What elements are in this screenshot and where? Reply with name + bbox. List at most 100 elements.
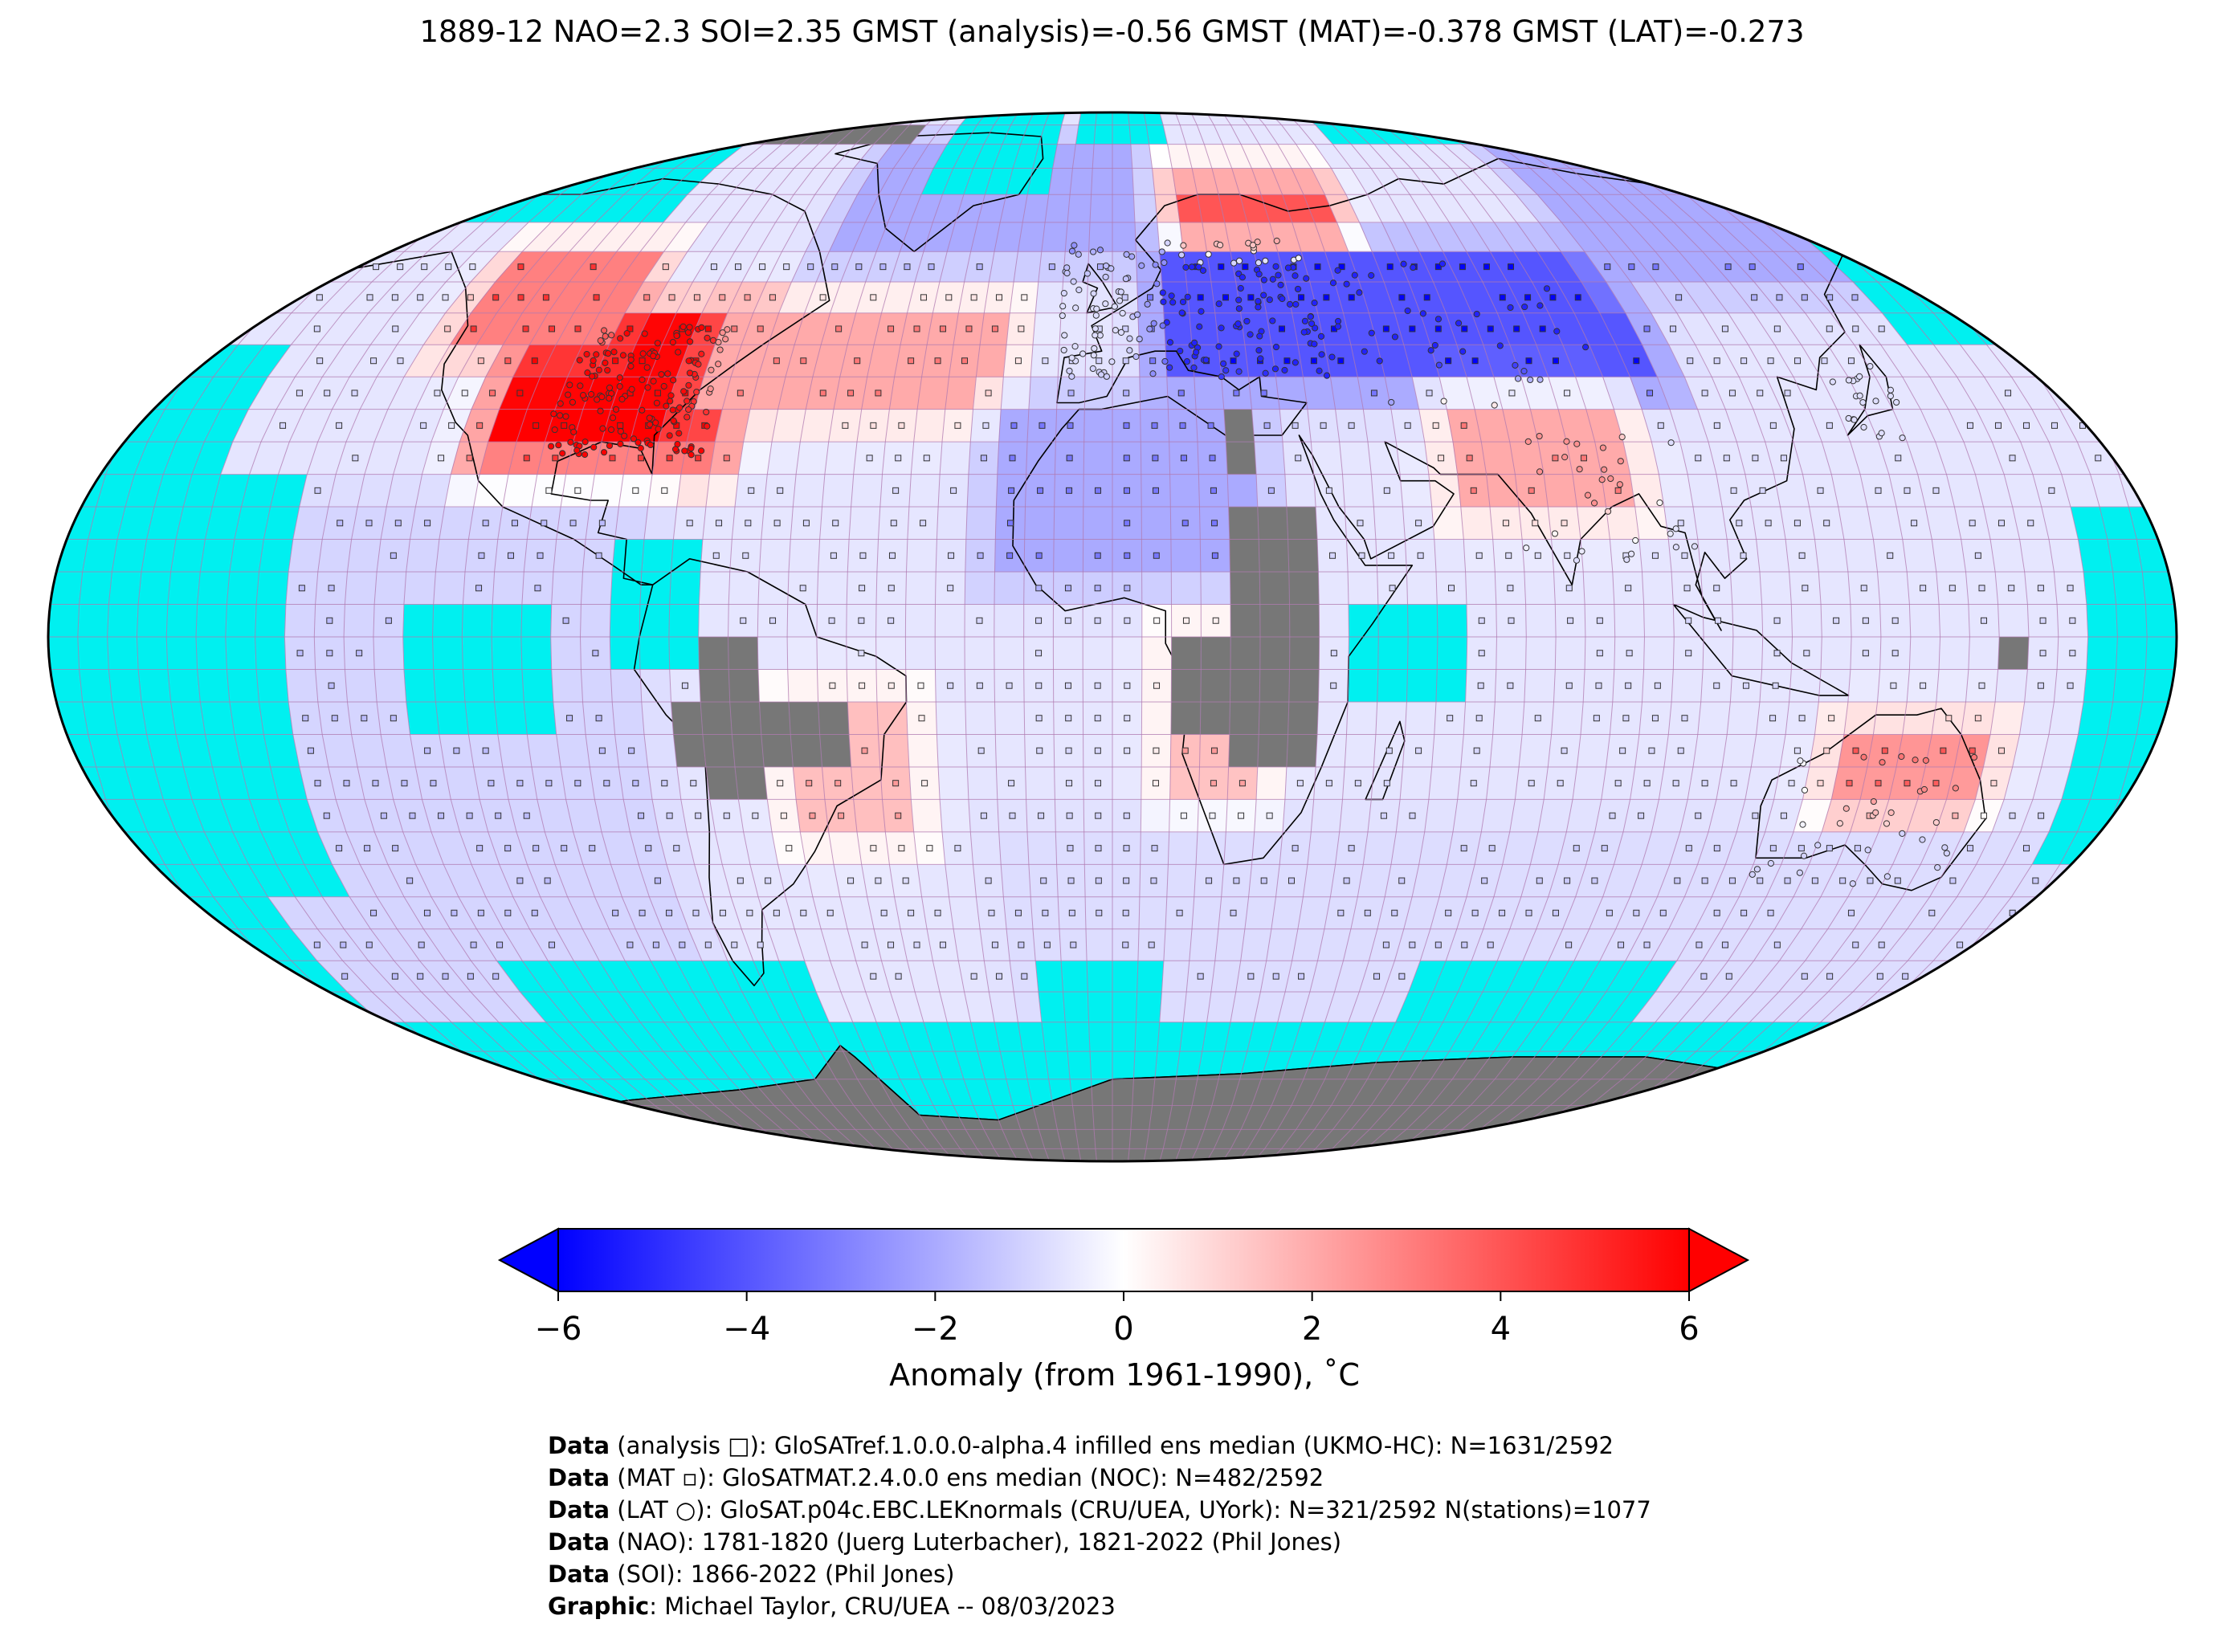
station-marker	[577, 382, 584, 390]
analysis-marker	[1124, 520, 1131, 527]
analysis-marker	[517, 294, 524, 301]
analysis-marker	[723, 812, 730, 819]
anomaly-cell	[492, 571, 524, 605]
analysis-marker	[1122, 357, 1129, 365]
analysis-marker	[895, 812, 902, 819]
analysis-marker	[598, 747, 606, 754]
analysis-marker	[1826, 422, 1833, 429]
station-marker	[1667, 530, 1674, 537]
analysis-marker	[1752, 812, 1759, 819]
analysis-marker	[603, 780, 610, 787]
station-marker	[716, 346, 724, 353]
analysis-marker	[928, 263, 935, 271]
analysis-marker	[516, 390, 524, 397]
analysis-marker	[1532, 520, 1539, 527]
station-marker	[1536, 468, 1544, 475]
analysis-marker	[442, 294, 449, 301]
station-marker	[647, 441, 655, 449]
anomaly-cell	[1064, 222, 1091, 252]
analysis-marker	[1417, 552, 1424, 559]
analysis-marker	[908, 357, 915, 365]
anomaly-cell	[1318, 604, 1349, 638]
analysis-marker	[1728, 877, 1736, 884]
anomaly-cell	[1659, 474, 1694, 508]
anomaly-cell	[1748, 168, 1814, 195]
analysis-marker	[970, 973, 977, 980]
anomaly-cell	[1316, 701, 1349, 735]
station-marker	[1524, 438, 1532, 445]
anomaly-cell	[939, 441, 971, 475]
anomaly-cell	[2038, 344, 2094, 377]
station-marker	[1872, 809, 1879, 816]
analysis-marker	[1263, 422, 1271, 429]
analysis-marker	[1803, 650, 1810, 657]
analysis-marker	[2108, 422, 2115, 429]
analysis-marker	[639, 909, 646, 916]
analysis-marker	[1386, 263, 1394, 271]
analysis-marker	[552, 455, 559, 462]
analysis-marker	[470, 325, 477, 332]
analysis-marker	[1211, 552, 1218, 559]
station-marker	[1060, 346, 1067, 354]
station-marker	[551, 426, 558, 434]
station-marker	[607, 426, 615, 434]
station-marker	[704, 334, 711, 341]
analysis-marker	[1740, 552, 1747, 559]
analysis-marker	[1606, 909, 1613, 916]
analysis-marker	[617, 422, 624, 429]
station-marker	[1079, 350, 1087, 357]
analysis-marker	[1096, 909, 1103, 916]
analysis-marker	[1230, 909, 1237, 916]
anomaly-cell	[611, 701, 645, 735]
analysis-marker	[1573, 845, 1580, 852]
analysis-marker	[466, 812, 473, 819]
anomaly-cell	[1524, 669, 1556, 703]
analysis-marker	[2069, 650, 2076, 657]
station-marker	[715, 361, 722, 368]
station-marker	[1427, 347, 1434, 354]
station-marker	[1169, 299, 1177, 306]
anomaly-cell	[905, 636, 936, 670]
analysis-marker	[574, 325, 582, 332]
anomaly-cell	[1112, 168, 1134, 195]
station-marker	[1166, 339, 1174, 346]
station-marker	[1308, 320, 1316, 328]
analysis-marker	[1409, 325, 1416, 332]
credit-key: Data	[548, 1496, 610, 1524]
station-marker	[1178, 251, 1185, 259]
anomaly-cell	[580, 604, 611, 638]
anomaly-cell	[937, 734, 968, 768]
anomaly-cell	[1112, 222, 1136, 252]
station-marker	[599, 425, 606, 432]
world-anomaly-map	[47, 111, 2178, 1163]
analysis-marker	[1021, 294, 1028, 301]
analysis-marker	[522, 325, 529, 332]
station-marker	[570, 428, 577, 435]
analysis-marker	[561, 422, 568, 429]
analysis-marker	[2005, 390, 2012, 397]
analysis-marker	[364, 845, 371, 852]
analysis-marker	[731, 325, 738, 332]
station-marker	[1075, 251, 1082, 258]
analysis-marker	[1580, 455, 1587, 462]
analysis-marker	[895, 973, 902, 980]
station-marker	[646, 421, 654, 428]
analysis-marker	[1507, 585, 1514, 592]
anomaly-cell	[1452, 799, 1487, 833]
anomaly-cell	[1163, 312, 1193, 345]
credit-key: Data	[548, 1560, 610, 1588]
station-marker	[1879, 759, 1886, 766]
station-marker	[658, 371, 665, 378]
station-marker	[1943, 850, 1950, 857]
analysis-marker	[1867, 877, 1874, 884]
analysis-marker	[898, 422, 905, 429]
station-marker	[590, 443, 598, 451]
analysis-marker	[590, 263, 597, 271]
anomaly-cell	[1697, 701, 1731, 735]
station-marker	[1247, 331, 1254, 338]
station-marker	[1233, 350, 1240, 357]
analysis-marker	[1776, 294, 1783, 301]
analysis-marker	[1409, 941, 1416, 948]
analysis-marker	[1765, 520, 1772, 527]
station-marker	[1520, 368, 1528, 375]
